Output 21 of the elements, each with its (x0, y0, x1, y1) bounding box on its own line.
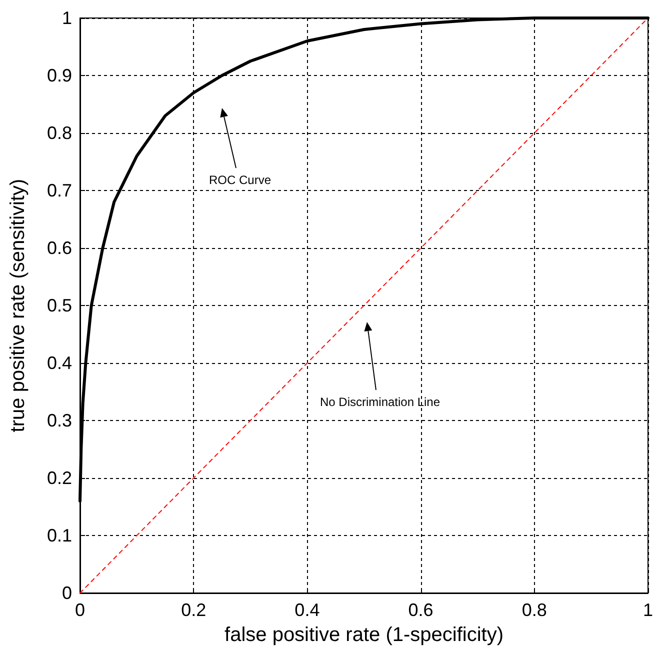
y-tick-label: 0.1 (46, 526, 72, 546)
y-tick-label: 0.9 (46, 66, 72, 86)
x-tick-label: 0 (74, 600, 86, 620)
x-tick-label: 0.6 (408, 600, 434, 620)
x-axis-title: false positive rate (1-specificity) (224, 624, 504, 646)
y-tick-label: 0.5 (46, 296, 72, 316)
y-tick-label: 0.8 (46, 123, 72, 143)
y-tick-label: 0.7 (46, 180, 72, 200)
x-tick-label: 1 (642, 600, 653, 620)
y-tick-label: 0.6 (46, 238, 72, 258)
y-tick-label: 0.4 (46, 353, 72, 373)
y-axis-title: true positive rate (sensitivity) (7, 178, 29, 432)
x-tick-label: 0.8 (522, 600, 547, 620)
y-tick-label: 0 (62, 583, 72, 603)
annotation: No Discrimination Line (320, 395, 440, 409)
x-tick-label: 0.2 (181, 600, 206, 620)
x-tick-label: 0.4 (294, 600, 320, 620)
y-tick-label: 1 (62, 8, 72, 28)
y-tick-label: 0.3 (46, 410, 72, 430)
y-tick-label: 0.2 (46, 468, 72, 488)
annotation: ROC Curve (208, 173, 272, 187)
